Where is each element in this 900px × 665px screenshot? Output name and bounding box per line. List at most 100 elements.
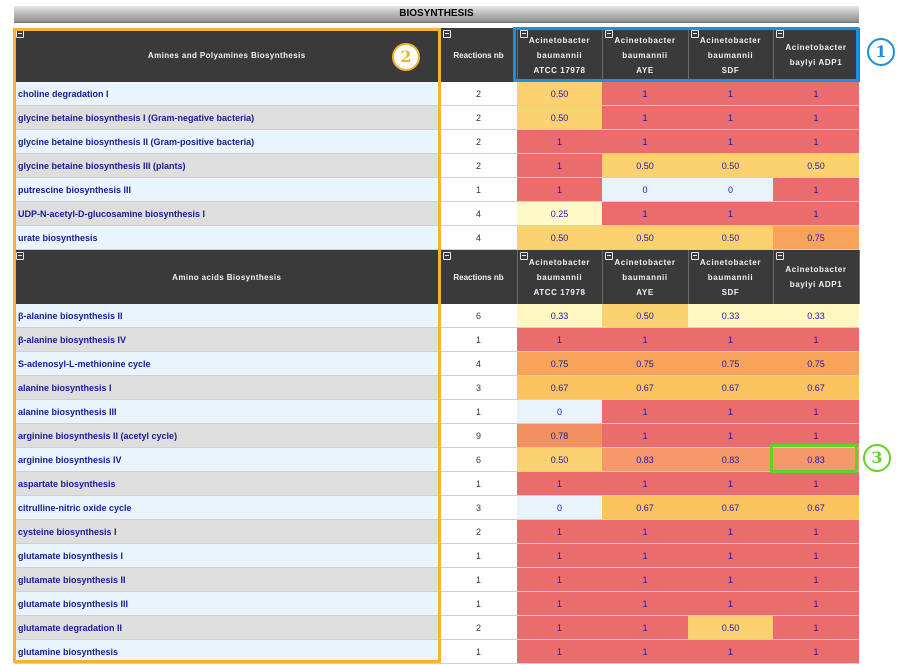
pathway-name-link[interactable]: β-alanine biosynthesis IV <box>14 327 440 352</box>
pathway-row: citrulline-nitric oxide cycle 3 0 0.67 0.67 0… <box>14 495 859 520</box>
collapse-box-icon[interactable] <box>690 252 699 260</box>
annotation-box-organisms <box>513 27 859 82</box>
completeness-value-cell: 0.50 <box>517 82 602 106</box>
completeness-value-cell: 0.33 <box>517 304 602 328</box>
pathway-name-link[interactable]: β-alanine biosynthesis II <box>14 304 440 328</box>
collapse-box-icon[interactable] <box>690 30 699 38</box>
pathway-row: alanine biosynthesis III 1 0 1 1 1 <box>14 399 859 424</box>
completeness-value-cell: 1 <box>602 327 688 352</box>
pathway-name-link[interactable]: cysteine biosynthesis I <box>14 519 440 544</box>
completeness-value-cell: 1 <box>773 615 859 640</box>
organism-name-line: AYE <box>636 287 654 297</box>
organism-column-header[interactable]: Acinetobacter baumannii ATCC 17978 <box>517 249 603 304</box>
collapse-box-icon[interactable] <box>442 30 451 38</box>
completeness-value-cell: 0.67 <box>688 495 773 520</box>
pathway-name-link[interactable]: glutamine biosynthesis <box>14 639 440 664</box>
collapse-box-icon[interactable] <box>775 30 784 38</box>
pathway-name-link[interactable]: urate biosynthesis <box>14 225 440 250</box>
pathway-name-link[interactable]: UDP-N-acetyl-D-glucosamine biosynthesis … <box>14 201 440 226</box>
reaction-count-cell: 6 <box>440 304 517 328</box>
completeness-value-cell: 1 <box>773 177 859 202</box>
pathway-row: urate biosynthesis 4 0.50 0.50 0.50 0.75 <box>14 225 859 250</box>
organism-column-header[interactable]: Acinetobacter baumannii AYE <box>602 28 689 82</box>
completeness-value-cell: 0.33 <box>688 304 773 328</box>
completeness-value-cell: 1 <box>602 399 688 424</box>
reaction-count-cell: 2 <box>440 615 517 640</box>
pathway-name-link[interactable]: glutamate biosynthesis I <box>14 543 440 568</box>
reactions-column-header[interactable]: Reactions nb <box>440 249 518 304</box>
organism-name-line: AYE <box>636 65 654 75</box>
organism-name-line: baumannii <box>622 50 668 60</box>
pathway-name-link[interactable]: glycine betaine biosynthesis I (Gram-neg… <box>14 105 440 130</box>
organism-column-header[interactable]: Acinetobacter baylyi ADP1 <box>773 249 860 304</box>
pathway-name-link[interactable]: glutamate biosynthesis II <box>14 567 440 592</box>
pathway-name-link[interactable]: putrescine biosynthesis III <box>14 177 440 202</box>
collapse-box-icon[interactable] <box>604 252 613 260</box>
pathway-row: arginine biosynthesis II (acetyl cycle) 9… <box>14 423 859 448</box>
completeness-value-cell: 0.67 <box>688 375 773 400</box>
completeness-value-cell: 0.50 <box>688 615 773 640</box>
completeness-value-cell: 0.75 <box>688 351 773 376</box>
reaction-count-cell: 1 <box>440 639 517 664</box>
collapse-box-icon[interactable] <box>442 252 451 260</box>
completeness-value-cell: 1 <box>688 129 773 154</box>
completeness-value-cell: 1 <box>517 567 602 592</box>
organism-name-line: baumannii <box>707 50 754 60</box>
organism-name-line: baylyi ADP1 <box>789 280 843 289</box>
organism-name-line: Acinetobacter <box>528 257 591 267</box>
pathway-name-link[interactable]: glycine betaine biosynthesis II (Gram-po… <box>14 129 440 154</box>
pathway-name-link[interactable]: alanine biosynthesis I <box>14 375 440 400</box>
pathway-name-link[interactable]: glutamate biosynthesis III <box>14 591 440 616</box>
organism-name-line: Acinetobacter <box>699 257 762 267</box>
completeness-value-cell: 1 <box>602 105 688 130</box>
completeness-value-cell: 1 <box>517 639 602 664</box>
collapse-box-icon[interactable] <box>16 252 24 260</box>
completeness-value-cell: 0.33 <box>773 304 859 328</box>
collapse-box-icon[interactable] <box>775 252 784 260</box>
reactions-column-header[interactable]: Reactions nb <box>440 28 518 82</box>
pathway-header-label: Amino acids Biosynthesis <box>172 272 282 282</box>
completeness-value-cell: 0.50 <box>688 225 773 250</box>
pathway-name-link[interactable]: aspartate biosynthesis <box>14 471 440 496</box>
pathway-name-link[interactable]: glutamate degradation II <box>14 615 440 640</box>
pathway-column-header[interactable]: Amino acids Biosynthesis <box>14 249 441 304</box>
completeness-value-cell: 0.50 <box>602 225 688 250</box>
completeness-value-cell: 1 <box>602 471 688 496</box>
reaction-count-cell: 1 <box>440 567 517 592</box>
pathway-name-link[interactable]: arginine biosynthesis IV <box>14 447 440 472</box>
section-header-row: Amines and Polyamines Biosynthesis Reacti… <box>14 28 860 82</box>
organism-column-header[interactable]: Acinetobacter baumannii SDF <box>688 249 774 304</box>
organism-name-line: Acinetobacter <box>528 35 591 45</box>
pathway-name-link[interactable]: alanine biosynthesis III <box>14 399 440 424</box>
completeness-value-cell: 0.50 <box>517 447 602 472</box>
completeness-value-cell: 1 <box>517 129 602 154</box>
completeness-value-cell: 0.50 <box>773 153 859 178</box>
completeness-value-cell: 1 <box>602 615 688 640</box>
organism-column-header[interactable]: Acinetobacter baumannii ATCC 17978 <box>517 28 603 82</box>
completeness-value-cell: 0.75 <box>517 351 602 376</box>
completeness-value-cell: 0.67 <box>773 495 859 520</box>
collapse-box-icon[interactable] <box>519 30 528 38</box>
organism-name-line: baumannii <box>622 272 668 282</box>
completeness-value-cell: 0 <box>517 399 602 424</box>
pathway-name-link[interactable]: arginine biosynthesis II (acetyl cycle) <box>14 423 440 448</box>
completeness-value-cell: 0 <box>688 177 773 202</box>
completeness-value-cell: 1 <box>688 82 773 106</box>
pathway-name-link[interactable]: citrulline-nitric oxide cycle <box>14 495 440 520</box>
pathway-table: Amines and Polyamines Biosynthesis Reacti… <box>14 28 860 664</box>
completeness-value-cell: 0.75 <box>773 351 859 376</box>
pathway-name-link[interactable]: S-adenosyl-L-methionine cycle <box>14 351 440 376</box>
pathway-name-link[interactable]: glycine betaine biosynthesis III (plants… <box>14 153 440 178</box>
collapse-box-icon[interactable] <box>519 252 528 260</box>
reaction-count-cell: 3 <box>440 495 517 520</box>
organism-name-line: baumannii <box>536 50 583 60</box>
completeness-value-cell: 1 <box>517 543 602 568</box>
pathway-column-header[interactable]: Amines and Polyamines Biosynthesis <box>14 28 441 82</box>
reaction-count-cell: 2 <box>440 82 517 106</box>
organism-column-header[interactable]: Acinetobacter baumannii AYE <box>602 249 689 304</box>
collapse-box-icon[interactable] <box>604 30 613 38</box>
organism-column-header[interactable]: Acinetobacter baumannii SDF <box>688 28 774 82</box>
pathway-name-link[interactable]: choline degradation I <box>14 82 440 106</box>
completeness-value-cell: 1 <box>688 591 773 616</box>
